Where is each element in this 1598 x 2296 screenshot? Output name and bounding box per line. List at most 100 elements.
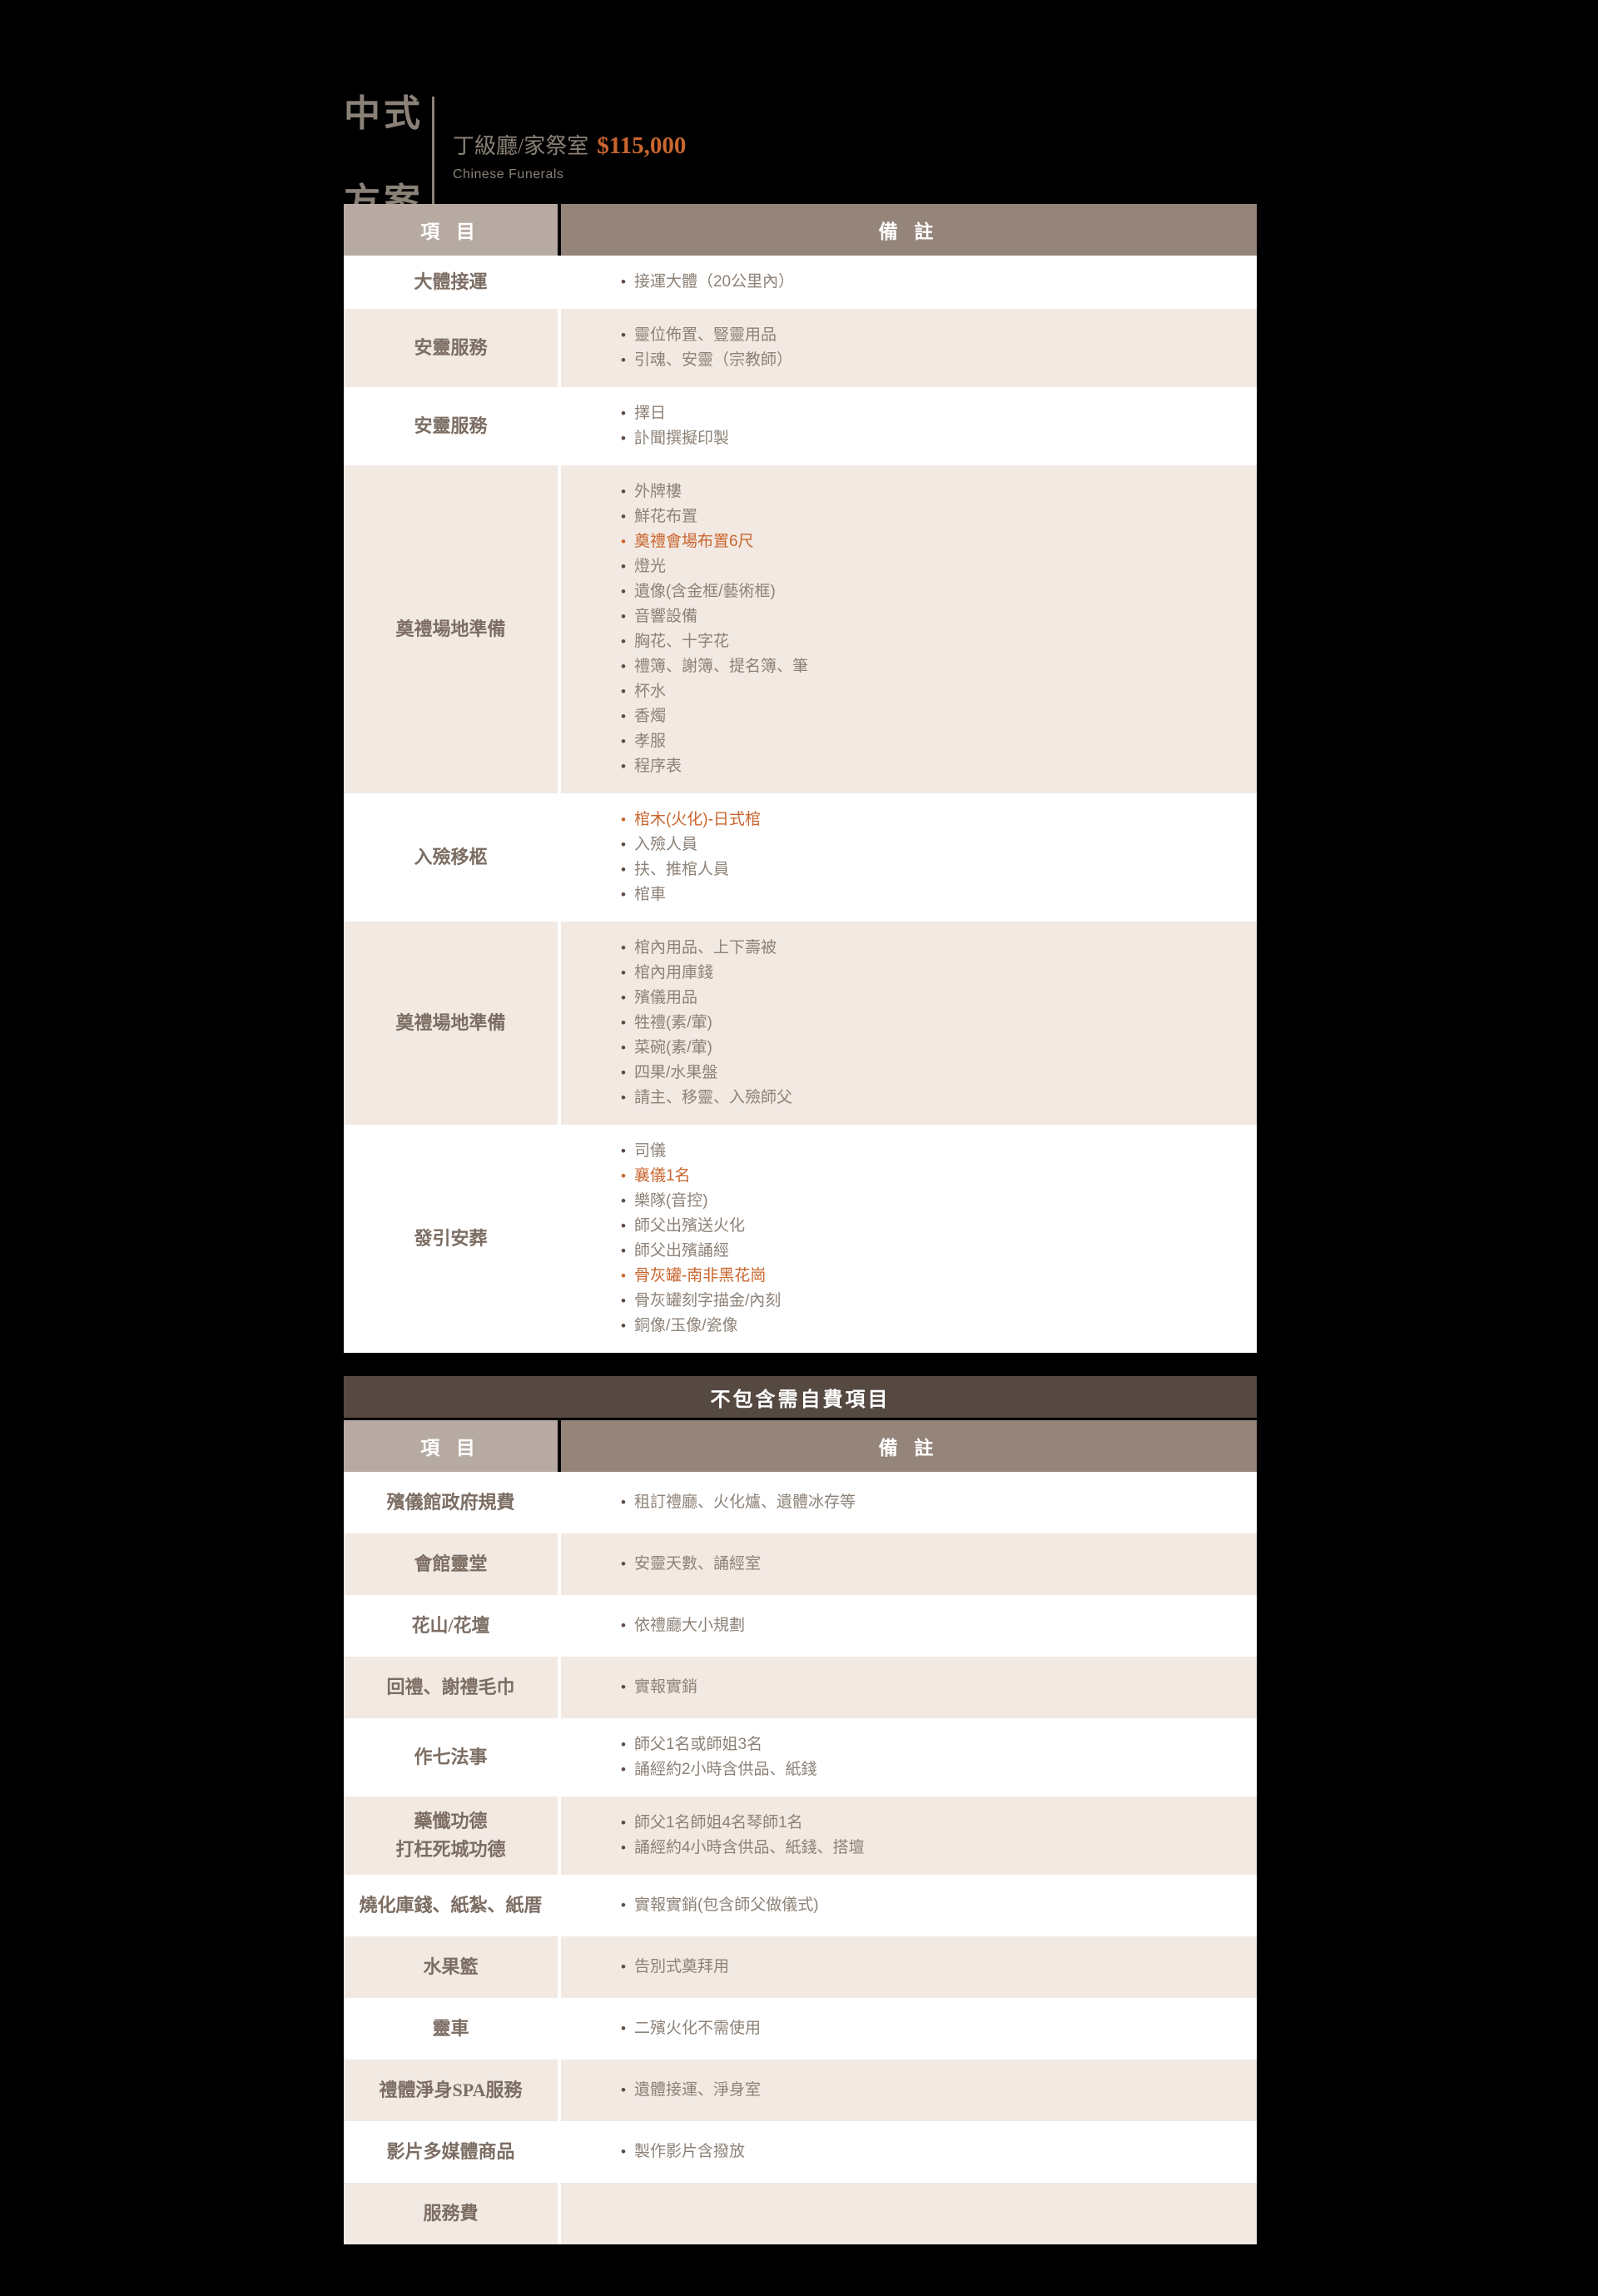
bullet-icon: • (621, 837, 626, 852)
bullet-icon: • (621, 1679, 626, 1695)
note-text: 樂隊(音控) (633, 1192, 708, 1210)
note-text: 棺木(火化)-日式棺 (633, 811, 761, 828)
note-item: • 鮮花布置 (621, 504, 1240, 529)
bullet-icon: • (621, 658, 626, 674)
vertical-divider (432, 97, 434, 219)
bullet-icon: • (621, 584, 626, 599)
note-item: • 銅像/玉像/瓷像 (621, 1314, 1240, 1339)
bullet-icon: • (621, 430, 626, 446)
bullet-icon: • (621, 1318, 626, 1334)
note-text: 禮簿、謝簿、提名簿、筆 (633, 658, 808, 675)
bullet-icon: • (621, 1737, 626, 1752)
note-text: 牲禮(素/葷) (633, 1014, 712, 1031)
item-label-line: 靈車 (432, 2018, 469, 2039)
item-label-line: 大體接運 (414, 271, 488, 292)
bullet-icon: • (621, 2020, 626, 2036)
note-text: 扶、推棺人員 (633, 861, 729, 878)
note-list (561, 2183, 1257, 2244)
item-label-line: 入殮移柩 (414, 847, 488, 867)
note-text: 四果/水果盤 (633, 1064, 718, 1081)
bullet-icon: • (621, 509, 626, 524)
note-text: 租訂禮廳、火化爐、遺體冰存等 (633, 1493, 856, 1511)
bullet-icon: • (621, 1494, 626, 1510)
bullet-icon: • (621, 990, 626, 1006)
item-label-line: 發引安葬 (414, 1228, 488, 1249)
note-list: • 遺體接運、淨身室 (561, 2060, 1257, 2121)
table-row: 回禮、謝禮毛巾 • 實報實銷 (344, 1657, 1257, 1718)
note-item: • 訃聞撰擬印製 (621, 426, 1240, 451)
note-item: • 殯儀用品 (621, 986, 1240, 1011)
note-item: • 燈光 (621, 554, 1240, 579)
note-text: 遺體接運、淨身室 (633, 2081, 761, 2099)
note-text: 胸花、十字花 (633, 633, 729, 650)
note-text: 誦經約2小時含供品、紙錢 (633, 1761, 817, 1778)
note-item: • 香燭 (621, 704, 1240, 729)
note-list: • 外牌樓 • 鮮花布置 • 奠禮會場布置6尺 • 燈光 • 遺像(含金框/藝術框) • 音響設備 • 胸… (561, 465, 1257, 793)
note-item: • 入殮人員 (621, 832, 1240, 857)
item-label-line: 水果籃 (423, 1956, 479, 1977)
table-header: 項 目 備 註 (344, 204, 1257, 256)
item-label-line: 打枉死城功德 (395, 1839, 506, 1860)
brand-header: 中式 方案 丁級廳/家祭室 $115,000 Chinese Funerals (344, 92, 686, 224)
item-label: 影片多媒體商品 (344, 2121, 558, 2183)
item-label-line: 影片多媒體商品 (386, 2141, 515, 2162)
item-label-line: 禮體淨身SPA服務 (379, 2080, 523, 2100)
note-item: • 師父1名師姐4名琴師1名 (621, 1811, 1240, 1836)
item-label-line: 安靈服務 (414, 337, 488, 358)
note-list: • 告別式奠拜用 (561, 1936, 1257, 1998)
note-item: • 襄儀1名 (621, 1164, 1240, 1189)
note-text: 入殮人員 (633, 836, 697, 853)
note-text: 棺內用庫錢 (633, 964, 713, 982)
note-item: • 杯水 (621, 679, 1240, 704)
note-text: 安靈天數、誦經室 (633, 1555, 761, 1573)
note-item: • 樂隊(音控) (621, 1189, 1240, 1214)
item-label-line: 殯儀館政府規費 (386, 1492, 515, 1513)
note-item: • 外牌樓 (621, 480, 1240, 504)
note-list: • 依禮廳大小規劃 (561, 1595, 1257, 1657)
bullet-icon: • (621, 733, 626, 749)
item-label: 奠禮場地準備 (344, 465, 558, 793)
bullet-icon: • (621, 1040, 626, 1056)
note-text: 實報實銷(包含師父做儀式) (633, 1896, 819, 1914)
note-list: • 二殯火化不需使用 (561, 1998, 1257, 2060)
bullet-icon: • (621, 1243, 626, 1259)
note-text: 實報實銷 (633, 1678, 697, 1696)
item-label: 作七法事 (344, 1718, 558, 1797)
item-label: 會館靈堂 (344, 1533, 558, 1595)
note-item: • 依禮廳大小規劃 (621, 1613, 1240, 1638)
item-label: 花山/花壇 (344, 1595, 558, 1657)
note-text: 殯儀用品 (633, 989, 697, 1006)
table-body: 大體接運 • 接運大體（20公里內） 安靈服務 • 靈位佈置、豎靈用品 • 引魂、安靈（… (344, 256, 1257, 1353)
item-label: 安靈服務 (344, 387, 558, 465)
note-item: • 胸花、十字花 (621, 629, 1240, 654)
table-row: 殯儀館政府規費 • 租訂禮廳、火化爐、遺體冰存等 (344, 1472, 1257, 1533)
note-text: 骨灰罐-南非黑花崗 (633, 1267, 767, 1285)
note-item: • 菜碗(素/葷) (621, 1036, 1240, 1061)
item-label: 藥懺功德 打枉死城功德 (344, 1797, 558, 1875)
bullet-icon: • (621, 534, 626, 549)
bullet-icon: • (621, 1143, 626, 1159)
item-label-line: 燒化庫錢、紙紮、紙厝 (359, 1895, 543, 1916)
table-row: 奠禮場地準備 • 外牌樓 • 鮮花布置 • 奠禮會場布置6尺 • 燈光 • 遺像(含金框/藝術框)… (344, 465, 1257, 793)
note-item: • 二殯火化不需使用 (621, 2016, 1240, 2041)
note-item: • 實報實銷(包含師父做儀式) (621, 1893, 1240, 1918)
note-text: 音響設備 (633, 608, 697, 625)
note-item: • 骨灰罐刻字描金/內刻 (621, 1289, 1240, 1314)
note-text: 擇日 (633, 405, 666, 422)
item-label-line: 奠禮場地準備 (395, 619, 506, 639)
note-text: 程序表 (633, 758, 682, 775)
item-label-line: 花山/花壇 (411, 1615, 490, 1636)
note-item: • 牲禮(素/葷) (621, 1011, 1240, 1036)
bullet-icon: • (621, 965, 626, 981)
note-item: • 司儀 (621, 1139, 1240, 1164)
note-text: 司儀 (633, 1142, 666, 1160)
column-header-item: 項 目 (344, 204, 558, 256)
note-item: • 棺車 (621, 882, 1240, 907)
item-label-line: 安靈服務 (414, 415, 488, 436)
item-label-line: 作七法事 (414, 1747, 488, 1767)
note-item: • 扶、推棺人員 (621, 857, 1240, 882)
note-item: • 孝服 (621, 729, 1240, 754)
bullet-icon: • (621, 634, 626, 649)
table-row: 大體接運 • 接運大體（20公里內） (344, 256, 1257, 309)
excluded-table-title: 不包含需自費項目 (344, 1376, 1257, 1418)
